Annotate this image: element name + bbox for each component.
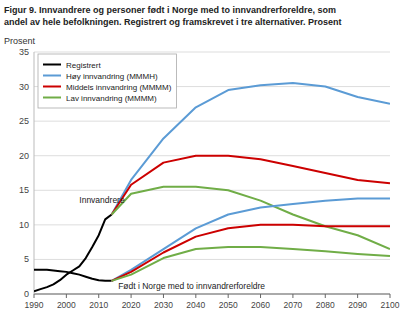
x-tick-label: 2020 <box>122 300 141 310</box>
x-tick-label: 2050 <box>219 300 238 310</box>
x-tick <box>131 294 132 298</box>
grid-line <box>34 121 390 122</box>
series-line <box>112 187 390 249</box>
series-line <box>34 270 112 281</box>
x-tick <box>260 294 261 298</box>
legend-swatch <box>43 97 61 99</box>
x-tick-label: 2040 <box>186 300 205 310</box>
x-tick-label: 2000 <box>57 300 76 310</box>
x-tick-label: 2090 <box>348 300 367 310</box>
subtitle: andel av hele befolkningen. Registrert o… <box>4 17 342 27</box>
legend-swatch <box>43 64 61 66</box>
x-tick-label: 2070 <box>283 300 302 310</box>
grid-line <box>34 190 390 191</box>
x-tick <box>292 294 293 298</box>
x-tick <box>195 294 196 298</box>
series-line <box>112 199 390 281</box>
legend-label: Middels innvandring (MMMM) <box>66 83 172 92</box>
y-axis-line <box>34 52 35 294</box>
series-line <box>112 156 390 215</box>
annotation: Født i Norge med to innvandrerforeldre <box>118 281 265 291</box>
x-tick <box>228 294 229 298</box>
grid-line <box>34 259 390 260</box>
grid-line <box>34 224 390 225</box>
x-tick <box>163 294 164 298</box>
x-tick <box>66 294 67 298</box>
x-tick-label: 2060 <box>251 300 270 310</box>
y-tick-label: 0 <box>24 289 29 299</box>
x-tick <box>390 294 391 298</box>
x-axis-line <box>34 294 390 295</box>
legend: Registrert Høy innvandring (MMMH) Middels … <box>38 54 176 108</box>
y-tick-label: 15 <box>19 185 29 195</box>
series-line <box>34 214 112 291</box>
legend-label: Registrert <box>66 61 101 70</box>
chart: Figur 9. Innvandrere og personer født i … <box>0 0 400 320</box>
series-line <box>112 247 390 281</box>
y-tick-label: 20 <box>19 151 29 161</box>
y-tick-label: 35 <box>19 47 29 57</box>
y-tick-label: 5 <box>24 254 29 264</box>
x-tick <box>98 294 99 298</box>
x-tick-label: 2010 <box>89 300 108 310</box>
x-tick-label: 2080 <box>316 300 335 310</box>
x-tick-label: 2030 <box>154 300 173 310</box>
y-axis-label: Prosent <box>4 36 36 46</box>
y-tick-label: 10 <box>19 220 29 230</box>
x-tick-label: 2100 <box>381 300 400 310</box>
legend-label: Lav innvandring (MMMM) <box>66 94 157 103</box>
x-tick <box>34 294 35 298</box>
y-tick-label: 30 <box>19 82 29 92</box>
legend-swatch <box>43 75 61 77</box>
grid-line <box>34 52 390 53</box>
x-tick <box>325 294 326 298</box>
x-tick-label: 1990 <box>25 300 44 310</box>
grid-line <box>34 294 390 295</box>
legend-frame <box>38 54 176 108</box>
title: Figur 9. Innvandrere og personer født i … <box>4 5 336 15</box>
legend-swatch <box>43 86 61 88</box>
x-tick <box>357 294 358 298</box>
legend-label: Høy innvandring (MMMH) <box>66 72 158 81</box>
plot-area <box>34 83 390 291</box>
y-tick-label: 25 <box>19 116 29 126</box>
series-line <box>112 225 390 281</box>
annotation: Innvandrere <box>79 195 125 205</box>
